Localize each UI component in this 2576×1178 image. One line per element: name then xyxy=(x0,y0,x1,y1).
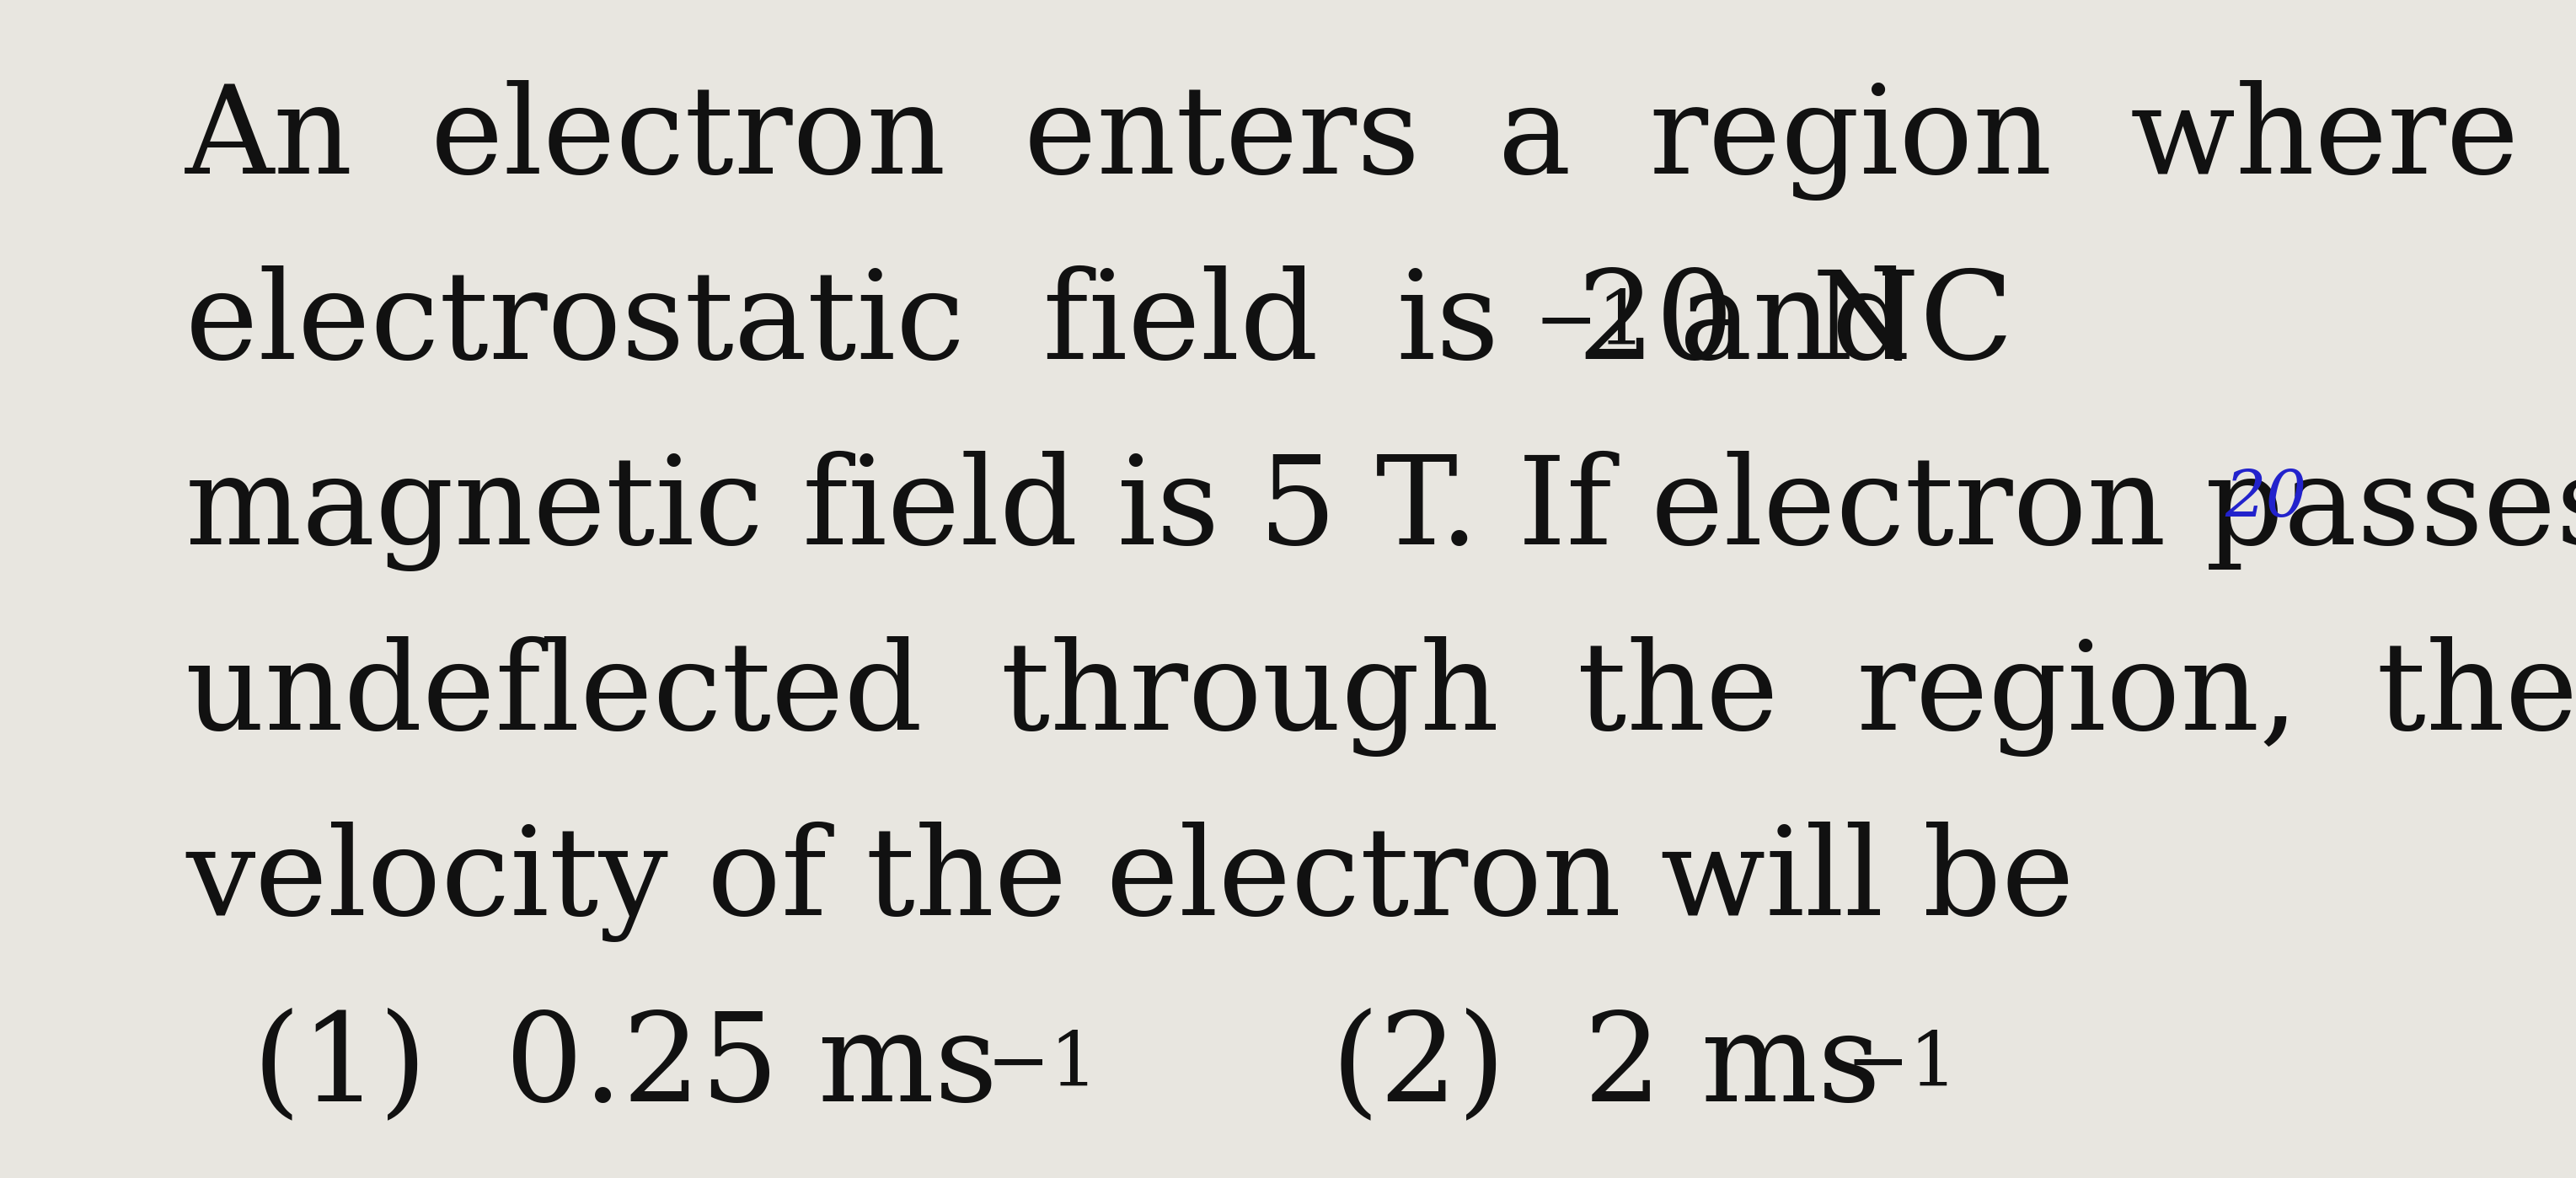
Text: velocity of the electron will be: velocity of the electron will be xyxy=(185,821,2074,942)
Text: undeflected  through  the  region,  then: undeflected through the region, then xyxy=(185,636,2576,756)
Text: (2)  2 ms: (2) 2 ms xyxy=(1332,1007,1880,1126)
Text: An  electron  enters  a  region  where: An electron enters a region where xyxy=(185,80,2519,200)
Text: and: and xyxy=(1602,265,1911,384)
Text: electrostatic  field  is  20  NC: electrostatic field is 20 NC xyxy=(185,265,2014,384)
Text: −1: −1 xyxy=(987,1028,1097,1101)
Text: 20: 20 xyxy=(2226,468,2306,530)
Text: magnetic field is 5 T. If electron passes: magnetic field is 5 T. If electron passe… xyxy=(185,451,2576,571)
Text: −1: −1 xyxy=(1533,286,1646,360)
Text: −1: −1 xyxy=(1844,1028,1958,1101)
Text: (1)  0.25 ms: (1) 0.25 ms xyxy=(252,1007,997,1126)
